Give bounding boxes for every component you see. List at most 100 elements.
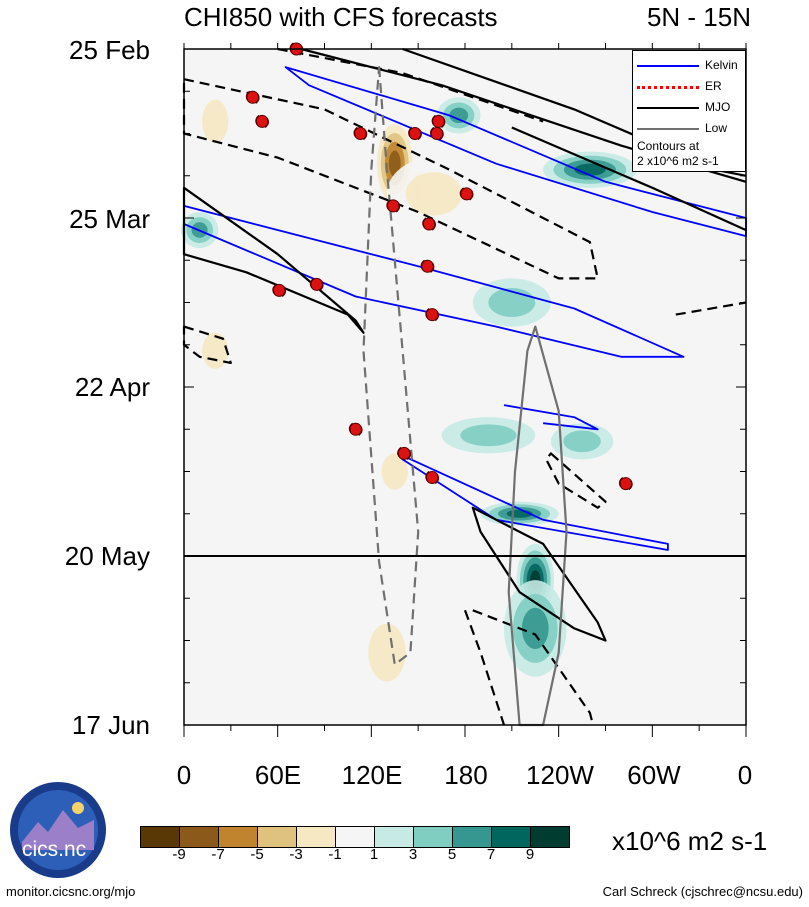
tropical-storm-icon — [408, 126, 422, 141]
legend-note: Contours at 2 x10^6 m2 s-1 — [637, 139, 719, 169]
footer-url: monitor.cicsnc.org/mjo — [6, 884, 136, 899]
storm-arm — [289, 42, 294, 53]
storm-arm — [348, 422, 354, 433]
storm-arm — [397, 446, 402, 457]
anomaly-patch — [460, 424, 517, 447]
x-tick-label: 120W — [526, 760, 594, 790]
colorbar-tick-label: 3 — [408, 846, 418, 863]
mjo-contour — [182, 186, 365, 334]
storm-arm — [420, 259, 425, 270]
tropical-storm-icon — [431, 114, 446, 128]
storm-arm — [425, 470, 430, 481]
colorbar-tick-label: -7 — [211, 846, 225, 863]
colorbar — [140, 826, 570, 848]
footer-credit: Carl Schreck (cjschrec@ncsu.edu) — [602, 884, 803, 899]
storm-arm — [425, 308, 430, 318]
storm-arm — [430, 126, 435, 137]
storm-arm — [417, 130, 422, 141]
region-label: 5N - 15N — [646, 2, 751, 32]
storm-arm — [272, 283, 277, 294]
colorbar-tick-label: -9 — [172, 846, 186, 863]
storm-markers — [245, 42, 633, 491]
low-contour — [362, 66, 420, 666]
mjo-contour — [675, 301, 747, 316]
anomaly-patch — [405, 172, 462, 216]
legend-item-er: ER — [637, 78, 743, 96]
tropical-storm-icon — [397, 446, 411, 460]
anomaly-patch — [381, 453, 408, 490]
mjo-contour — [545, 452, 607, 509]
mjo-contour — [511, 126, 747, 232]
storm-arm — [618, 477, 624, 487]
tropical-storm-icon — [386, 199, 401, 213]
tropical-storm-icon — [272, 283, 287, 297]
storm-arm — [469, 190, 474, 201]
storm-arm — [431, 114, 436, 125]
colorbar-tick-label: 5 — [447, 846, 457, 863]
colorbar-cell — [375, 827, 414, 847]
storm-arm — [298, 45, 304, 56]
x-tick-label: 0 — [737, 760, 753, 790]
y-tick-label: 20 May — [64, 541, 150, 571]
storm-arm — [264, 118, 269, 128]
colorbar-cell — [492, 827, 531, 847]
x-tick-label: 180 — [444, 760, 488, 790]
colorbar-cell — [414, 827, 453, 847]
anomaly-patch — [563, 430, 601, 453]
colorbar-cell — [336, 827, 375, 847]
storm-arm — [309, 277, 315, 288]
legend-label: ER — [705, 79, 722, 93]
storm-arm — [430, 262, 435, 273]
colorbar-tick-label: -1 — [328, 846, 342, 863]
mjo-contour — [182, 78, 599, 280]
legend-label: Kelvin — [705, 58, 738, 72]
legend-note-line: 2 x10^6 m2 s-1 — [637, 154, 719, 168]
tropical-storm-icon — [430, 126, 444, 141]
legend-line — [637, 107, 699, 109]
colorbar-tick-label: 7 — [486, 846, 496, 863]
legend-line — [637, 86, 699, 89]
storm-arm — [255, 114, 260, 125]
kelvin-contour — [503, 404, 599, 431]
tropical-storm-icon — [353, 126, 368, 141]
colorbar-tick-label: 9 — [525, 846, 535, 863]
storm-arm — [441, 118, 446, 128]
legend-label: Low — [705, 121, 728, 135]
logo-text: cics.nc — [22, 838, 87, 861]
storm-arm — [406, 450, 411, 460]
colorbar-cell — [297, 827, 336, 847]
legend-line — [637, 65, 699, 67]
storm-arm — [281, 287, 287, 297]
y-tick-label: 25 Feb — [69, 35, 150, 65]
hovmoller-chart — [180, 42, 747, 737]
x-tick-label: 120E — [341, 760, 403, 790]
colorbar-cell — [531, 827, 569, 847]
anomaly-patch — [368, 623, 406, 682]
storm-arm — [395, 202, 401, 213]
storm-arm — [358, 425, 363, 436]
colorbar-tick-label: -5 — [250, 846, 264, 863]
colorbar-tick-label: -3 — [289, 846, 303, 863]
chart-title: CHI850 with CFS forecasts — [184, 2, 498, 32]
plot-axes — [183, 43, 747, 737]
mjo-contour — [277, 47, 544, 123]
storm-arm — [434, 474, 440, 485]
y-tick-label: 22 Apr — [74, 372, 150, 402]
colorbar-cell — [258, 827, 297, 847]
anomaly-patch — [449, 107, 469, 124]
tropical-storm-icon — [425, 470, 440, 485]
legend-item-mjo: MJO — [637, 99, 743, 117]
x-tick-label: 0 — [176, 760, 192, 790]
colorbar-units: x10^6 m2 s-1 — [612, 826, 768, 856]
legend-line — [637, 128, 699, 130]
tropical-storm-icon — [425, 308, 440, 322]
colorbar-cell — [219, 827, 258, 847]
storm-arm — [408, 126, 413, 137]
anomaly-patch — [388, 150, 401, 177]
legend-label: MJO — [705, 100, 731, 114]
legend: Kelvin ER MJO Low Contours at 2 x10^6 m2… — [632, 50, 746, 172]
storm-arm — [386, 199, 391, 210]
x-tick-label: 60W — [627, 760, 681, 790]
mjo-contour — [472, 609, 595, 726]
legend-note-line: Contours at — [637, 139, 700, 153]
